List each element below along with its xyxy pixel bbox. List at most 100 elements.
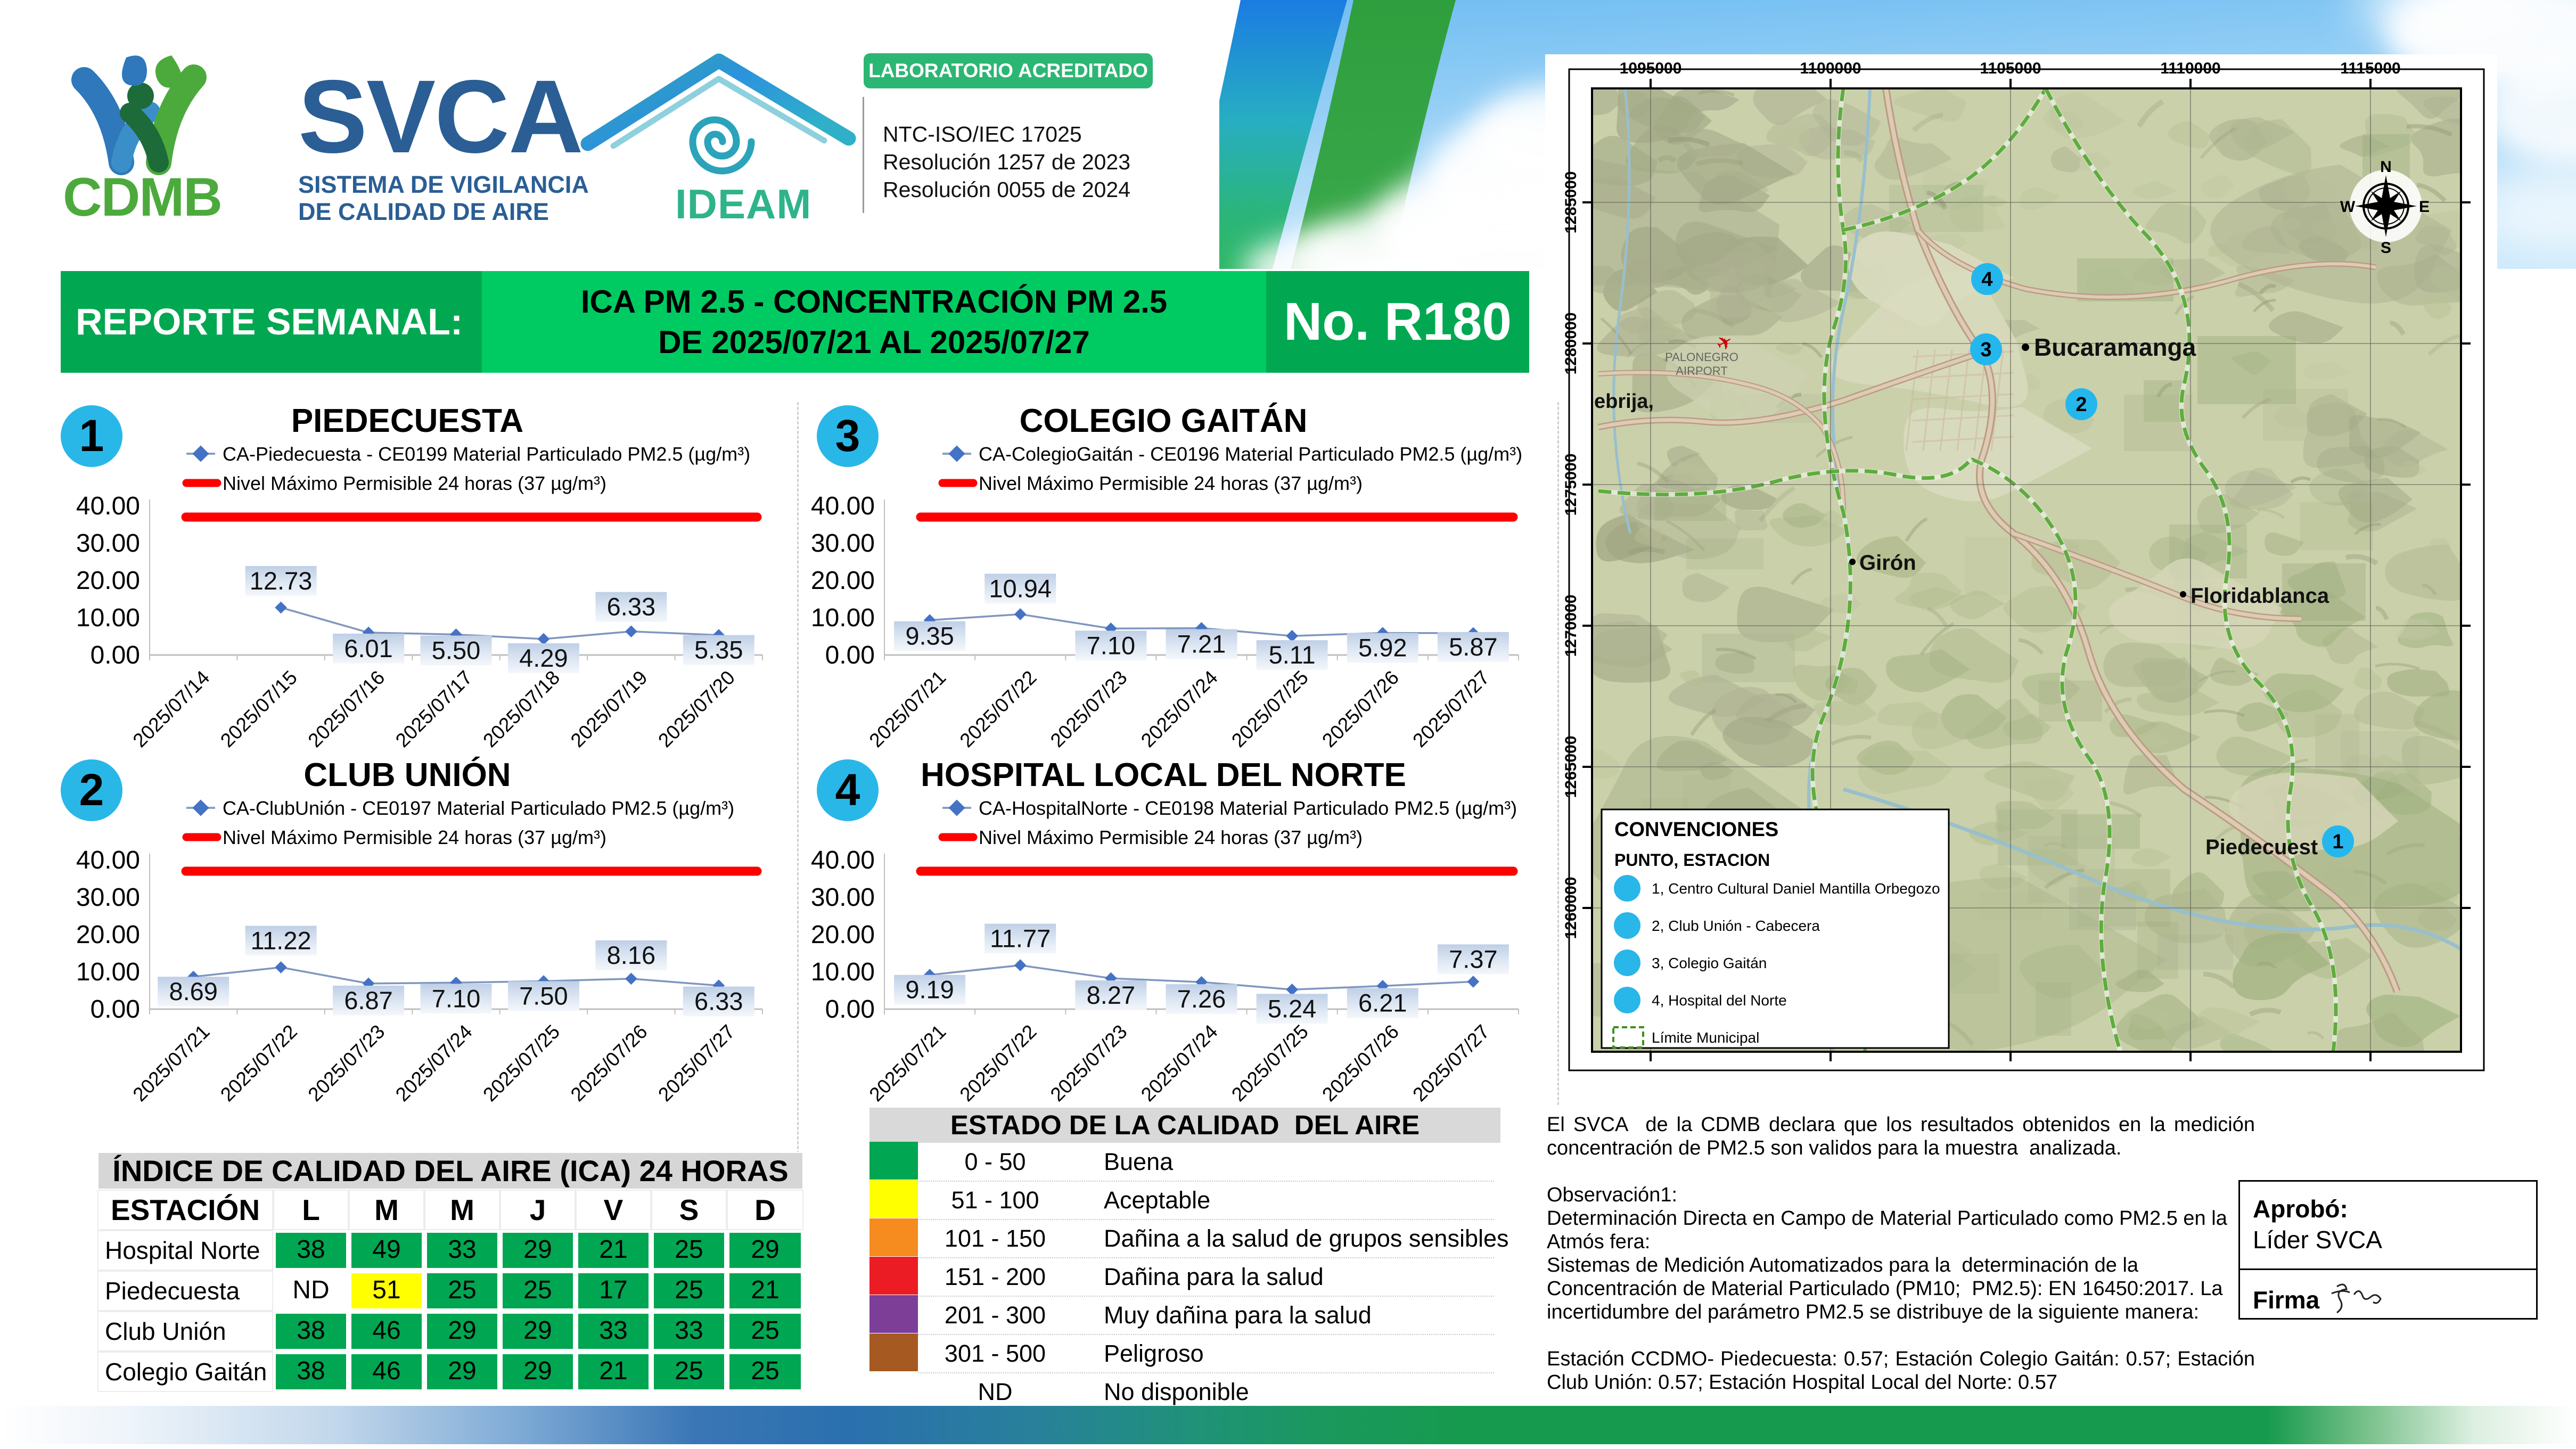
- svg-text:Nivel Máximo Permisible 24 hor: Nivel Máximo Permisible 24 horas (37 µg/…: [979, 472, 1363, 494]
- svg-text:7.10: 7.10: [432, 984, 480, 1012]
- svg-text:40.00: 40.00: [76, 846, 140, 874]
- svg-text:1270000: 1270000: [1562, 595, 1580, 657]
- svg-text:20.00: 20.00: [76, 567, 140, 595]
- svg-text:2: 2: [79, 765, 104, 815]
- svg-text:5.87: 5.87: [1449, 633, 1497, 661]
- svg-text:7.26: 7.26: [1177, 985, 1226, 1013]
- svg-text:CLUB UNIÓN: CLUB UNIÓN: [303, 757, 511, 793]
- svg-text:HOSPITAL LOCAL DEL NORTE: HOSPITAL LOCAL DEL NORTE: [921, 757, 1406, 793]
- svg-text:2025/07/27: 2025/07/27: [1408, 666, 1494, 751]
- svg-text:7.21: 7.21: [1177, 630, 1226, 658]
- svg-text:0.00: 0.00: [91, 641, 140, 669]
- svg-text:CONVENCIONES: CONVENCIONES: [1614, 818, 1778, 841]
- svg-text:30.00: 30.00: [811, 883, 875, 912]
- svg-text:4, Hospital del Norte: 4, Hospital del Norte: [1652, 992, 1787, 1009]
- svg-text:2025/07/15: 2025/07/15: [216, 666, 301, 751]
- svg-text:7.10: 7.10: [1087, 631, 1135, 659]
- svg-text:2, Club Unión - Cabecera: 2, Club Unión - Cabecera: [1652, 918, 1820, 934]
- svg-text:2: 2: [2075, 394, 2087, 416]
- svg-text:1280000: 1280000: [1562, 313, 1580, 375]
- svg-text:IDEAM: IDEAM: [675, 181, 811, 227]
- svg-text:0.00: 0.00: [825, 641, 875, 669]
- svg-text:30.00: 30.00: [811, 529, 875, 558]
- svg-text:2025/07/24: 2025/07/24: [391, 1020, 477, 1106]
- svg-text:E: E: [2419, 198, 2430, 216]
- svg-text:AIRPORT: AIRPORT: [1676, 364, 1727, 378]
- svg-text:PUNTO, ESTACION: PUNTO, ESTACION: [1614, 850, 1770, 870]
- svg-text:8.27: 8.27: [1087, 981, 1135, 1009]
- svg-text:6.01: 6.01: [344, 634, 392, 662]
- svg-text:5.50: 5.50: [432, 636, 480, 665]
- svg-text:Bucaramanga: Bucaramanga: [2034, 333, 2196, 361]
- svg-text:ebrija,: ebrija,: [1594, 390, 1654, 413]
- svg-text:4.29: 4.29: [519, 644, 568, 672]
- svg-text:10.00: 10.00: [811, 958, 875, 986]
- svg-text:3: 3: [835, 411, 860, 461]
- svg-text:2025/07/25: 2025/07/25: [1227, 1020, 1312, 1106]
- svg-text:COLEGIO GAITÁN: COLEGIO GAITÁN: [1020, 403, 1308, 439]
- svg-text:1100000: 1100000: [1800, 60, 1861, 77]
- svg-text:40.00: 40.00: [811, 846, 875, 874]
- svg-text:Floridablanca: Floridablanca: [2191, 584, 2329, 608]
- svg-text:9.35: 9.35: [905, 622, 954, 650]
- svg-text:4: 4: [1981, 268, 1992, 291]
- svg-text:2025/07/22: 2025/07/22: [956, 1020, 1041, 1106]
- svg-text:2025/07/16: 2025/07/16: [303, 666, 389, 751]
- svg-text:Girón: Girón: [1859, 551, 1916, 575]
- svg-text:1095000: 1095000: [1620, 60, 1682, 77]
- svg-text:2025/07/20: 2025/07/20: [654, 666, 739, 751]
- svg-text:Nivel Máximo Permisible 24 hor: Nivel Máximo Permisible 24 horas (37 µg/…: [223, 472, 606, 494]
- svg-text:2025/07/21: 2025/07/21: [129, 1020, 214, 1106]
- svg-text:W: W: [2340, 198, 2356, 216]
- svg-text:CA-Piedecuesta - CE0199 Materi: CA-Piedecuesta - CE0199 Material Particu…: [223, 443, 750, 465]
- svg-text:11.77: 11.77: [990, 924, 1051, 953]
- svg-text:10.00: 10.00: [76, 604, 140, 632]
- svg-text:1, Centro Cultural Daniel Mant: 1, Centro Cultural Daniel Mantilla Orbeg…: [1652, 880, 1940, 897]
- svg-text:CA-ColegioGaitán - CE0196 Mat: CA-ColegioGaitán - CE0196 Material Parti…: [979, 443, 1522, 465]
- svg-text:8.16: 8.16: [607, 941, 655, 969]
- svg-text:1115000: 1115000: [2340, 60, 2400, 77]
- svg-text:2025/07/17: 2025/07/17: [391, 666, 477, 751]
- svg-text:1265000: 1265000: [1562, 736, 1580, 798]
- svg-text:6.21: 6.21: [1358, 989, 1407, 1017]
- svg-text:1110000: 1110000: [2160, 60, 2220, 77]
- svg-text:CA-HospitalNorte - CE0198 Mate: CA-HospitalNorte - CE0198 Material Parti…: [979, 797, 1517, 819]
- svg-text:2025/07/23: 2025/07/23: [303, 1020, 389, 1106]
- svg-text:N: N: [2380, 158, 2392, 176]
- svg-text:0.00: 0.00: [825, 995, 875, 1024]
- svg-text:5.35: 5.35: [694, 636, 743, 664]
- svg-text:2025/07/27: 2025/07/27: [1408, 1020, 1494, 1106]
- svg-text:3: 3: [1980, 339, 1991, 361]
- svg-text:10.00: 10.00: [811, 604, 875, 632]
- svg-text:1260000: 1260000: [1562, 877, 1580, 939]
- svg-text:PALONEGRO: PALONEGRO: [1665, 350, 1738, 364]
- svg-text:20.00: 20.00: [76, 921, 140, 949]
- svg-text:3, Colegio Gaitán: 3, Colegio Gaitán: [1652, 955, 1767, 971]
- svg-text:2025/07/24: 2025/07/24: [1137, 666, 1222, 751]
- svg-text:11.22: 11.22: [251, 927, 311, 955]
- svg-text:10.94: 10.94: [989, 574, 1052, 602]
- svg-text:2025/07/25: 2025/07/25: [1227, 666, 1312, 751]
- svg-text:2025/07/14: 2025/07/14: [129, 666, 214, 751]
- svg-text:10.00: 10.00: [76, 958, 140, 986]
- svg-text:2025/07/26: 2025/07/26: [567, 1020, 652, 1106]
- svg-text:2025/07/22: 2025/07/22: [216, 1020, 301, 1106]
- svg-text:PIEDECUESTA: PIEDECUESTA: [291, 403, 523, 439]
- svg-text:Límite Municipal: Límite Municipal: [1652, 1029, 1759, 1046]
- svg-text:40.00: 40.00: [811, 492, 875, 520]
- svg-text:5.24: 5.24: [1268, 994, 1316, 1022]
- svg-text:1275000: 1275000: [1562, 454, 1580, 516]
- svg-text:Nivel Máximo Permisible 24 hor: Nivel Máximo Permisible 24 horas (37 µg/…: [979, 826, 1363, 848]
- svg-text:5.92: 5.92: [1358, 634, 1407, 662]
- svg-text:CA-ClubUnión - CE0197 Material: CA-ClubUnión - CE0197 Material Particula…: [223, 797, 734, 819]
- svg-text:1: 1: [79, 411, 104, 461]
- svg-text:2025/07/25: 2025/07/25: [479, 1020, 564, 1106]
- svg-text:2025/07/21: 2025/07/21: [865, 1020, 950, 1106]
- svg-text:2025/07/26: 2025/07/26: [1318, 666, 1403, 751]
- svg-text:CDMB: CDMB: [63, 167, 221, 218]
- svg-text:40.00: 40.00: [76, 492, 140, 520]
- svg-text:2025/07/19: 2025/07/19: [567, 666, 652, 751]
- svg-text:6.33: 6.33: [607, 593, 655, 621]
- svg-text:1285000: 1285000: [1562, 171, 1580, 234]
- svg-text:6.33: 6.33: [694, 987, 743, 1016]
